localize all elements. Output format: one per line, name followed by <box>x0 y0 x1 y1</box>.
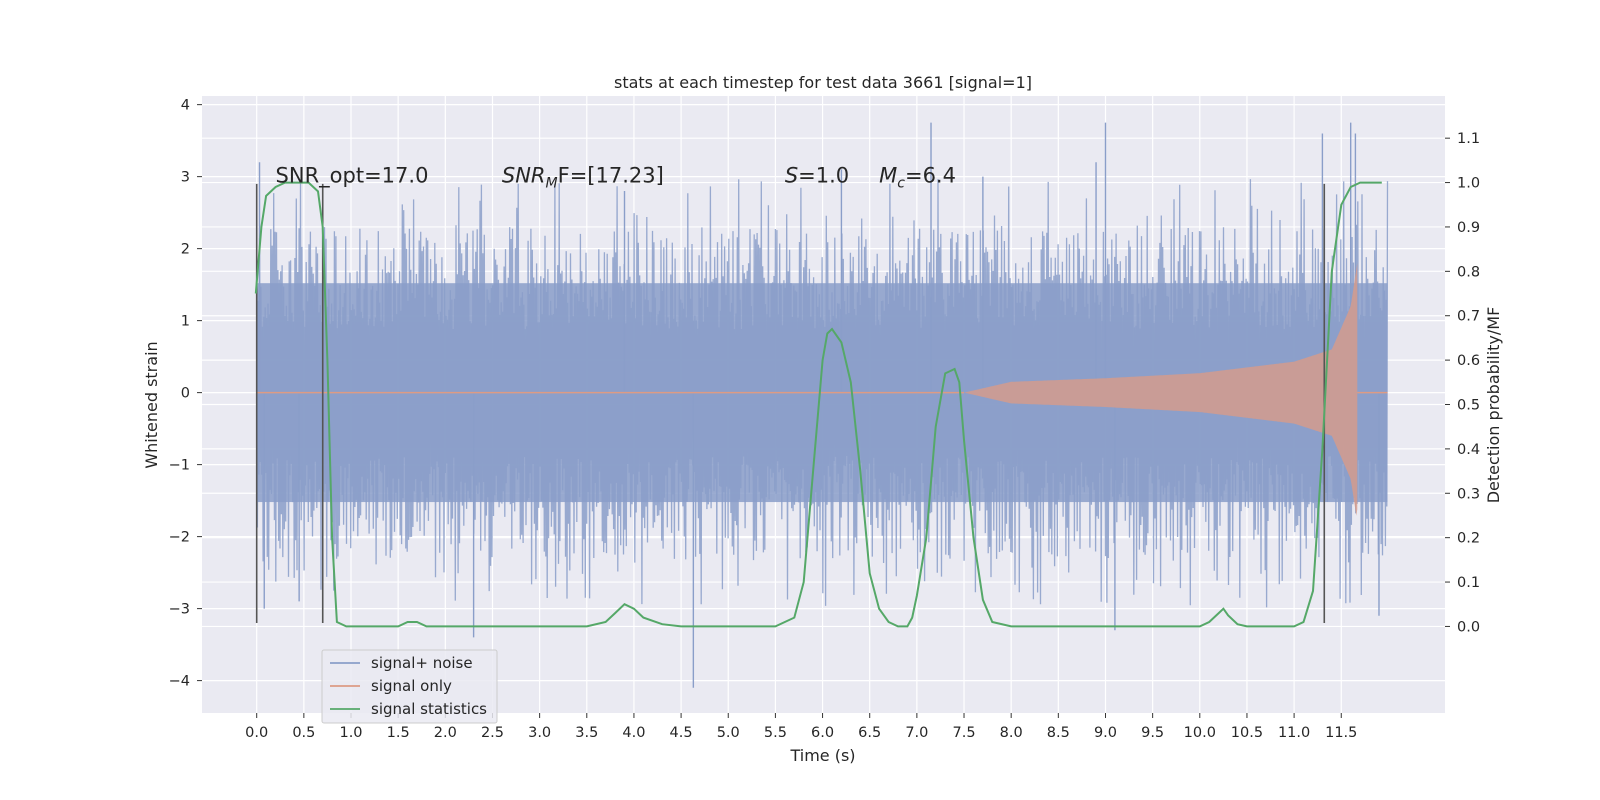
x-tick-label: 11.5 <box>1325 725 1357 741</box>
axes-layer: 0.0 0.5 1.0 1.5 2.0 2.5 3.0 3.5 4.0 4.5 5.0 5.5 6.0 6… <box>169 98 1480 741</box>
x-tick-label: 1.0 <box>339 725 362 741</box>
legend-label-signal-statistics: signal statistics <box>371 700 487 718</box>
x-tick-label: 7.5 <box>952 725 975 741</box>
y-tick-label: 4 <box>181 98 190 114</box>
x-tick-label: 0.0 <box>245 725 268 741</box>
legend-box <box>321 649 498 724</box>
x-tick-label: 6.5 <box>858 725 881 741</box>
annotations: SNR_opt=17.0 SNRMF=[17.23] S=1.0 Mc=6.4 <box>276 164 956 192</box>
series-signal-statistics <box>254 181 1382 628</box>
x-tick-label: 3.5 <box>575 725 598 741</box>
y-tick-label: 1 <box>181 314 190 330</box>
x-tick-label: 11.0 <box>1278 725 1310 741</box>
y2-tick-label: 0.3 <box>1457 486 1480 502</box>
x-tick-label: 3.0 <box>528 725 551 741</box>
y-axis-label: Whitened strain <box>142 341 161 468</box>
y-tick-label: −4 <box>169 674 190 690</box>
x-tick-label: 4.5 <box>670 725 693 741</box>
x-tick-label: 10.5 <box>1231 725 1263 741</box>
x-tick-label: 2.5 <box>481 725 504 741</box>
y2-tick-label: 0.2 <box>1457 531 1480 547</box>
y-tick-label: −1 <box>169 458 190 474</box>
x-tick-label: 4.0 <box>622 725 645 741</box>
x-tick-label: 2.0 <box>434 725 457 741</box>
annotation-3: Mc=6.4 <box>879 164 956 192</box>
x-tick-label: 8.0 <box>1000 725 1023 741</box>
annotation-2: S=1.0 <box>785 164 849 188</box>
x-tick-label: 5.5 <box>764 725 787 741</box>
series-layer <box>254 122 1389 688</box>
y2-tick-label: 0.4 <box>1457 442 1480 458</box>
y-tick-label: −3 <box>169 602 190 618</box>
x-tick-label: 8.5 <box>1047 725 1070 741</box>
x-tick-label: 7.0 <box>905 725 928 741</box>
chart-title: stats at each timestep for test data 366… <box>614 73 1032 92</box>
y2-tick-label: 0.6 <box>1457 353 1480 369</box>
y2-axis-label: Detection probability/MF <box>1484 307 1503 504</box>
y-tick-label: 0 <box>181 386 190 402</box>
y2-tick-label: 1.0 <box>1457 176 1480 192</box>
x-tick-label: 5.0 <box>717 725 740 741</box>
y-tick-label: 2 <box>181 242 190 258</box>
y2-tick-label: 0.9 <box>1457 220 1480 236</box>
series-signal-only-envelope <box>964 263 1358 516</box>
x-tick-label: 9.0 <box>1094 725 1117 741</box>
x-tick-label: 9.5 <box>1141 725 1164 741</box>
x-axis-label: Time (s) <box>789 746 855 765</box>
y-tick-label: −2 <box>169 530 190 546</box>
legend-label-signal-noise: signal+ noise <box>371 654 473 672</box>
x-tick-label: 1.5 <box>387 725 410 741</box>
legend: signal+ noise signal only signal statist… <box>321 649 498 724</box>
annotation-0: SNR_opt=17.0 <box>276 164 429 189</box>
y2-tick-label: 0.5 <box>1457 398 1480 414</box>
x-tick-label: 10.0 <box>1184 725 1216 741</box>
x-tick-label: 0.5 <box>292 725 315 741</box>
y2-tick-label: 1.1 <box>1457 131 1480 147</box>
annotation-1: SNRMF=[17.23] <box>502 164 664 192</box>
y2-tick-label: 0.7 <box>1457 309 1480 325</box>
y2-tick-label: 0.8 <box>1457 264 1480 280</box>
y-tick-label: 3 <box>181 170 190 186</box>
y2-tick-label: 0.1 <box>1457 575 1480 591</box>
x-tick-label: 6.0 <box>811 725 834 741</box>
legend-label-signal-only: signal only <box>371 677 452 695</box>
y2-tick-label: 0.0 <box>1457 619 1480 635</box>
